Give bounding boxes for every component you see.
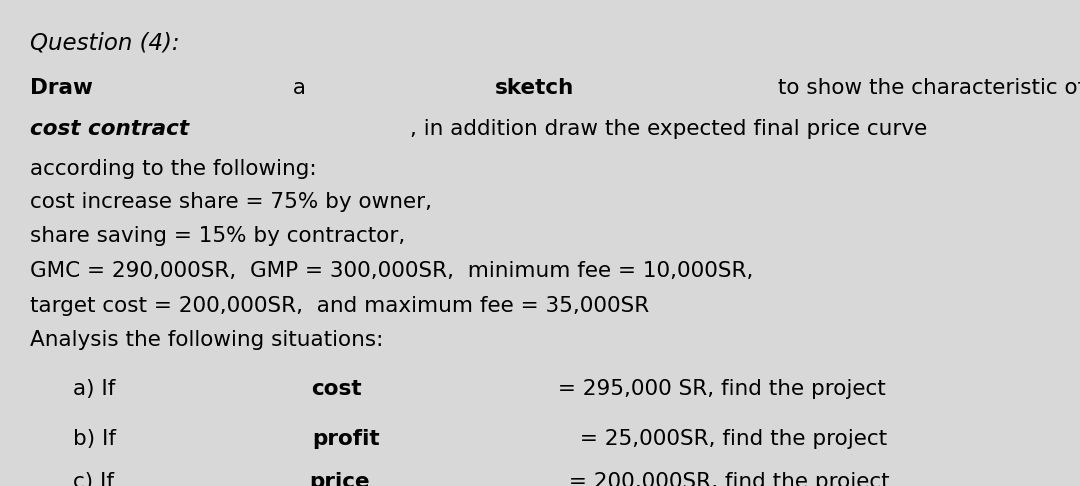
Text: Question (4):: Question (4): xyxy=(30,32,180,54)
Text: share saving = 15% by contractor,: share saving = 15% by contractor, xyxy=(30,226,405,246)
Text: cost: cost xyxy=(311,379,362,399)
Text: profit: profit xyxy=(312,429,379,449)
Text: = 200,000SR, find the project: = 200,000SR, find the project xyxy=(562,472,896,486)
Text: to show the characteristic of the following: to show the characteristic of the follow… xyxy=(771,78,1080,98)
Text: Analysis the following situations:: Analysis the following situations: xyxy=(30,330,383,350)
Text: cost increase share = 75% by owner,: cost increase share = 75% by owner, xyxy=(30,192,432,212)
Text: price: price xyxy=(309,472,370,486)
Text: sketch: sketch xyxy=(495,78,573,98)
Text: a: a xyxy=(285,78,312,98)
Text: c) If: c) If xyxy=(73,472,121,486)
Text: a) If: a) If xyxy=(73,379,123,399)
Text: , in addition draw the expected final price curve: , in addition draw the expected final pr… xyxy=(409,119,927,139)
Text: target cost = 200,000SR,  and maximum fee = 35,000SR: target cost = 200,000SR, and maximum fee… xyxy=(30,296,649,316)
Text: b) If: b) If xyxy=(73,429,123,449)
Text: GMC = 290,000SR,  GMP = 300,000SR,  minimum fee = 10,000SR,: GMC = 290,000SR, GMP = 300,000SR, minimu… xyxy=(30,261,754,281)
Text: = 25,000SR, find the project: = 25,000SR, find the project xyxy=(573,429,894,449)
Text: Draw: Draw xyxy=(30,78,93,98)
Text: = 295,000 SR, find the project: = 295,000 SR, find the project xyxy=(551,379,892,399)
Text: cost contract: cost contract xyxy=(30,119,189,139)
Text: according to the following:: according to the following: xyxy=(30,159,316,179)
